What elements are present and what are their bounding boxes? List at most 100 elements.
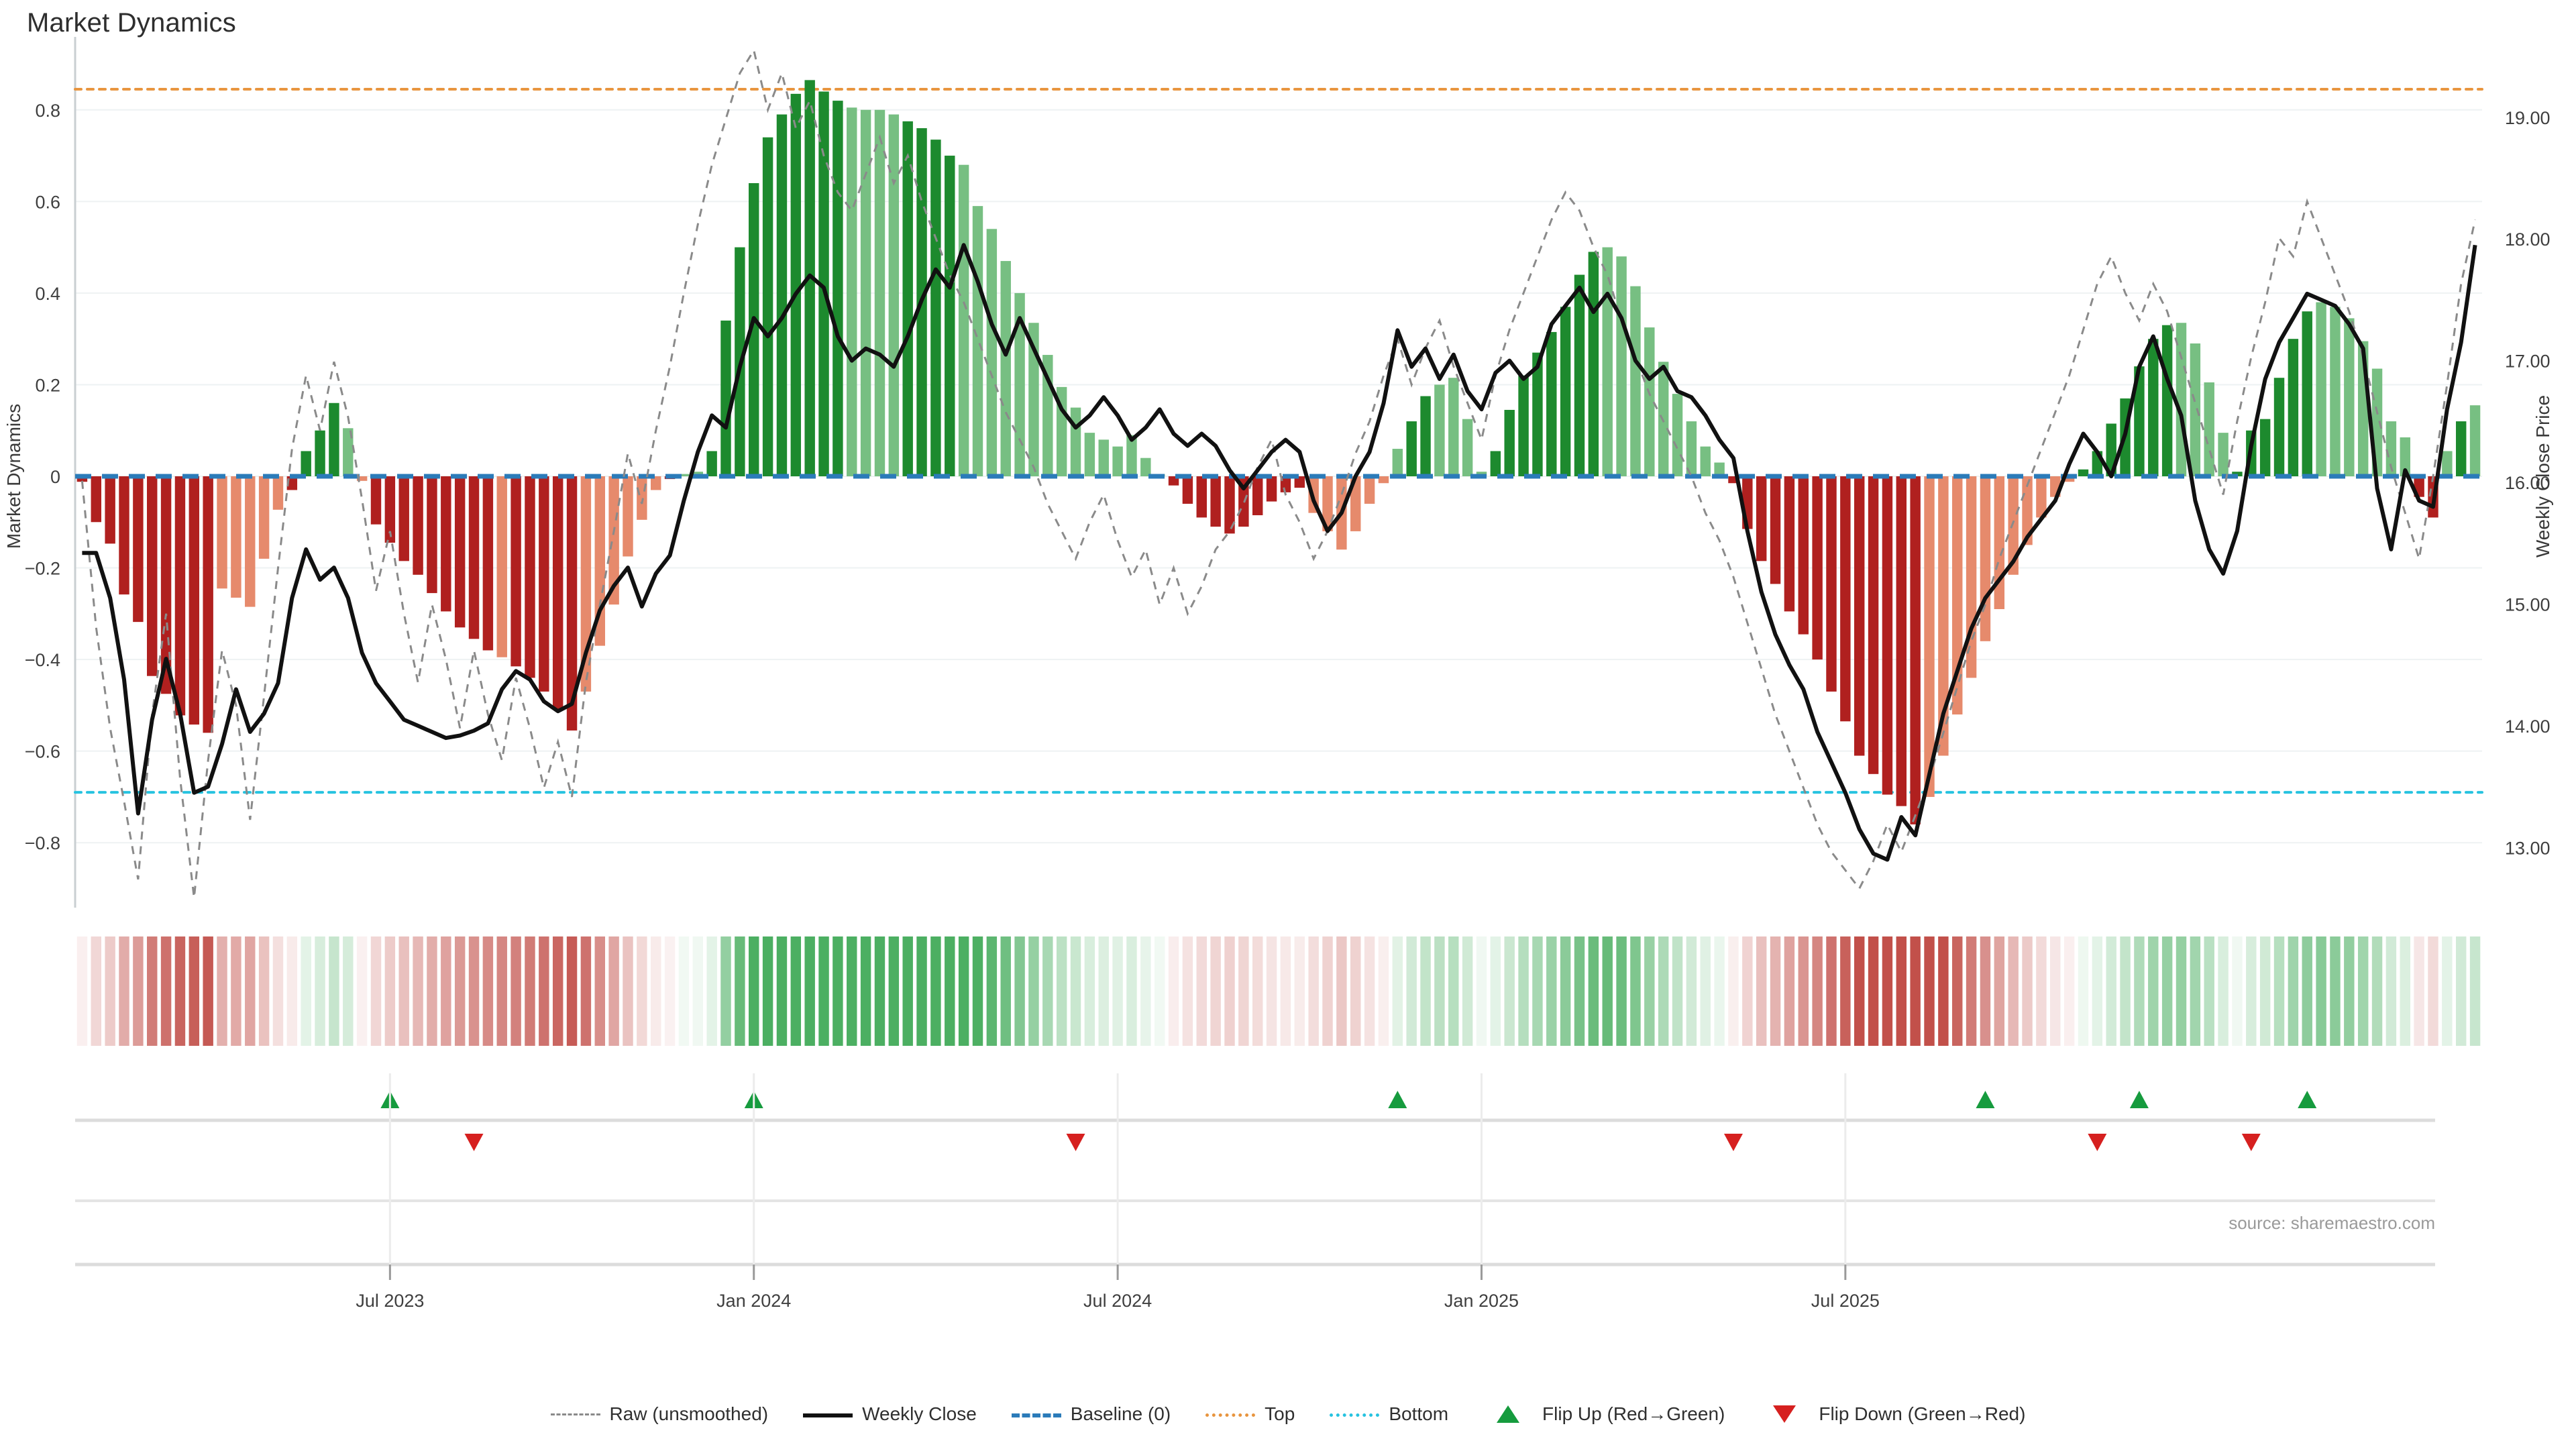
heatmap-cell[interactable] bbox=[1980, 936, 1991, 1046]
bar[interactable] bbox=[1700, 446, 1711, 476]
heatmap-cell[interactable] bbox=[1420, 936, 1431, 1046]
bar[interactable] bbox=[231, 476, 241, 598]
heatmap-cell[interactable] bbox=[301, 936, 311, 1046]
heatmap-cell[interactable] bbox=[776, 936, 788, 1046]
heatmap-cell[interactable] bbox=[1378, 936, 1389, 1046]
bar[interactable] bbox=[1826, 476, 1837, 692]
heatmap-cell[interactable] bbox=[2106, 936, 2116, 1046]
heatmap-cell[interactable] bbox=[1952, 936, 1963, 1046]
heatmap-cell[interactable] bbox=[1364, 936, 1375, 1046]
bar[interactable] bbox=[1546, 331, 1557, 476]
bar[interactable] bbox=[1714, 462, 1725, 476]
heatmap-cell[interactable] bbox=[1924, 936, 1935, 1046]
flip-up-marker-icon[interactable] bbox=[2129, 1091, 2149, 1108]
heatmap-cell[interactable] bbox=[1854, 936, 1865, 1046]
bar[interactable] bbox=[1252, 476, 1263, 516]
heatmap-cell[interactable] bbox=[398, 936, 409, 1046]
bar[interactable] bbox=[1490, 451, 1501, 476]
bar[interactable] bbox=[2273, 378, 2285, 476]
bar[interactable] bbox=[1434, 384, 1445, 476]
bar[interactable] bbox=[2036, 476, 2047, 518]
heatmap-cell[interactable] bbox=[1672, 936, 1683, 1046]
heatmap-cell[interactable] bbox=[343, 936, 354, 1046]
bar[interactable] bbox=[2385, 421, 2397, 476]
heatmap-cell[interactable] bbox=[804, 936, 815, 1046]
bar[interactable] bbox=[1084, 433, 1095, 476]
heatmap-cell[interactable] bbox=[1336, 936, 1347, 1046]
legend-item-baseline-0[interactable]: Baseline (0) bbox=[1011, 1403, 1171, 1425]
bar[interactable] bbox=[2259, 419, 2271, 476]
flip-up-marker-icon[interactable] bbox=[1388, 1091, 1407, 1108]
heatmap-cell[interactable] bbox=[1686, 936, 1697, 1046]
heatmap-cell[interactable] bbox=[972, 936, 983, 1046]
bar[interactable] bbox=[147, 476, 158, 676]
heatmap-cell[interactable] bbox=[370, 936, 382, 1046]
heatmap-cell[interactable] bbox=[91, 936, 102, 1046]
bar[interactable] bbox=[1378, 476, 1389, 484]
bar[interactable] bbox=[1196, 476, 1207, 518]
bar[interactable] bbox=[888, 114, 900, 476]
bar[interactable] bbox=[1014, 292, 1025, 476]
heatmap-cell[interactable] bbox=[525, 936, 535, 1046]
heatmap-cell[interactable] bbox=[1728, 936, 1739, 1046]
heatmap-cell[interactable] bbox=[735, 936, 745, 1046]
heatmap-cell[interactable] bbox=[833, 936, 843, 1046]
bar[interactable] bbox=[552, 476, 564, 710]
heatmap-cell[interactable] bbox=[847, 936, 857, 1046]
heatmap-cell[interactable] bbox=[860, 936, 871, 1046]
bar[interactable] bbox=[1658, 362, 1669, 476]
heatmap-cell[interactable] bbox=[2414, 936, 2424, 1046]
legend-item-bottom[interactable]: Bottom bbox=[1330, 1403, 1448, 1425]
heatmap-cell[interactable] bbox=[286, 936, 298, 1046]
bar[interactable] bbox=[608, 476, 619, 605]
bar[interactable] bbox=[482, 476, 494, 651]
bar[interactable] bbox=[189, 476, 200, 725]
bar[interactable] bbox=[833, 101, 843, 476]
bar[interactable] bbox=[343, 428, 354, 476]
heatmap-cell[interactable] bbox=[1042, 936, 1053, 1046]
bar[interactable] bbox=[762, 137, 773, 476]
heatmap-cell[interactable] bbox=[2288, 936, 2299, 1046]
bar[interactable] bbox=[1812, 476, 1823, 660]
heatmap-cell[interactable] bbox=[1280, 936, 1291, 1046]
heatmap-cell[interactable] bbox=[217, 936, 227, 1046]
heatmap-cell[interactable] bbox=[174, 936, 186, 1046]
bar[interactable] bbox=[874, 109, 885, 477]
heatmap-cell[interactable] bbox=[623, 936, 633, 1046]
bar[interactable] bbox=[1896, 476, 1907, 806]
heatmap-cell[interactable] bbox=[945, 936, 955, 1046]
heatmap-cell[interactable] bbox=[1098, 936, 1109, 1046]
bar[interactable] bbox=[1350, 476, 1361, 531]
heatmap-cell[interactable] bbox=[986, 936, 998, 1046]
bar[interactable] bbox=[1728, 476, 1739, 484]
heatmap-cell[interactable] bbox=[1840, 936, 1851, 1046]
bar[interactable] bbox=[2302, 311, 2312, 476]
bar[interactable] bbox=[1924, 476, 1935, 797]
bar[interactable] bbox=[217, 476, 227, 589]
bar[interactable] bbox=[525, 476, 535, 678]
bar[interactable] bbox=[1518, 375, 1529, 476]
bar[interactable] bbox=[1126, 435, 1137, 476]
bar[interactable] bbox=[1294, 476, 1305, 488]
heatmap-cell[interactable] bbox=[1532, 936, 1543, 1046]
heatmap-cell[interactable] bbox=[189, 936, 200, 1046]
bar[interactable] bbox=[1910, 476, 1921, 824]
heatmap-cell[interactable] bbox=[1994, 936, 2005, 1046]
heatmap-cell[interactable] bbox=[1966, 936, 1977, 1046]
bar[interactable] bbox=[1532, 352, 1543, 476]
heatmap-cell[interactable] bbox=[133, 936, 144, 1046]
bar[interactable] bbox=[2008, 476, 2019, 575]
bar[interactable] bbox=[1770, 476, 1781, 584]
heatmap-cell[interactable] bbox=[245, 936, 256, 1046]
bar[interactable] bbox=[2134, 366, 2145, 476]
heatmap-cell[interactable] bbox=[2161, 936, 2173, 1046]
bar[interactable] bbox=[1840, 476, 1851, 722]
heatmap-cell[interactable] bbox=[1224, 936, 1235, 1046]
heatmap-cell[interactable] bbox=[1322, 936, 1333, 1046]
heatmap-cell[interactable] bbox=[1266, 936, 1277, 1046]
heatmap-cell[interactable] bbox=[790, 936, 802, 1046]
bar[interactable] bbox=[1602, 247, 1613, 476]
bar[interactable] bbox=[637, 476, 647, 520]
bar[interactable] bbox=[902, 121, 913, 477]
heatmap-cell[interactable] bbox=[1504, 936, 1515, 1046]
